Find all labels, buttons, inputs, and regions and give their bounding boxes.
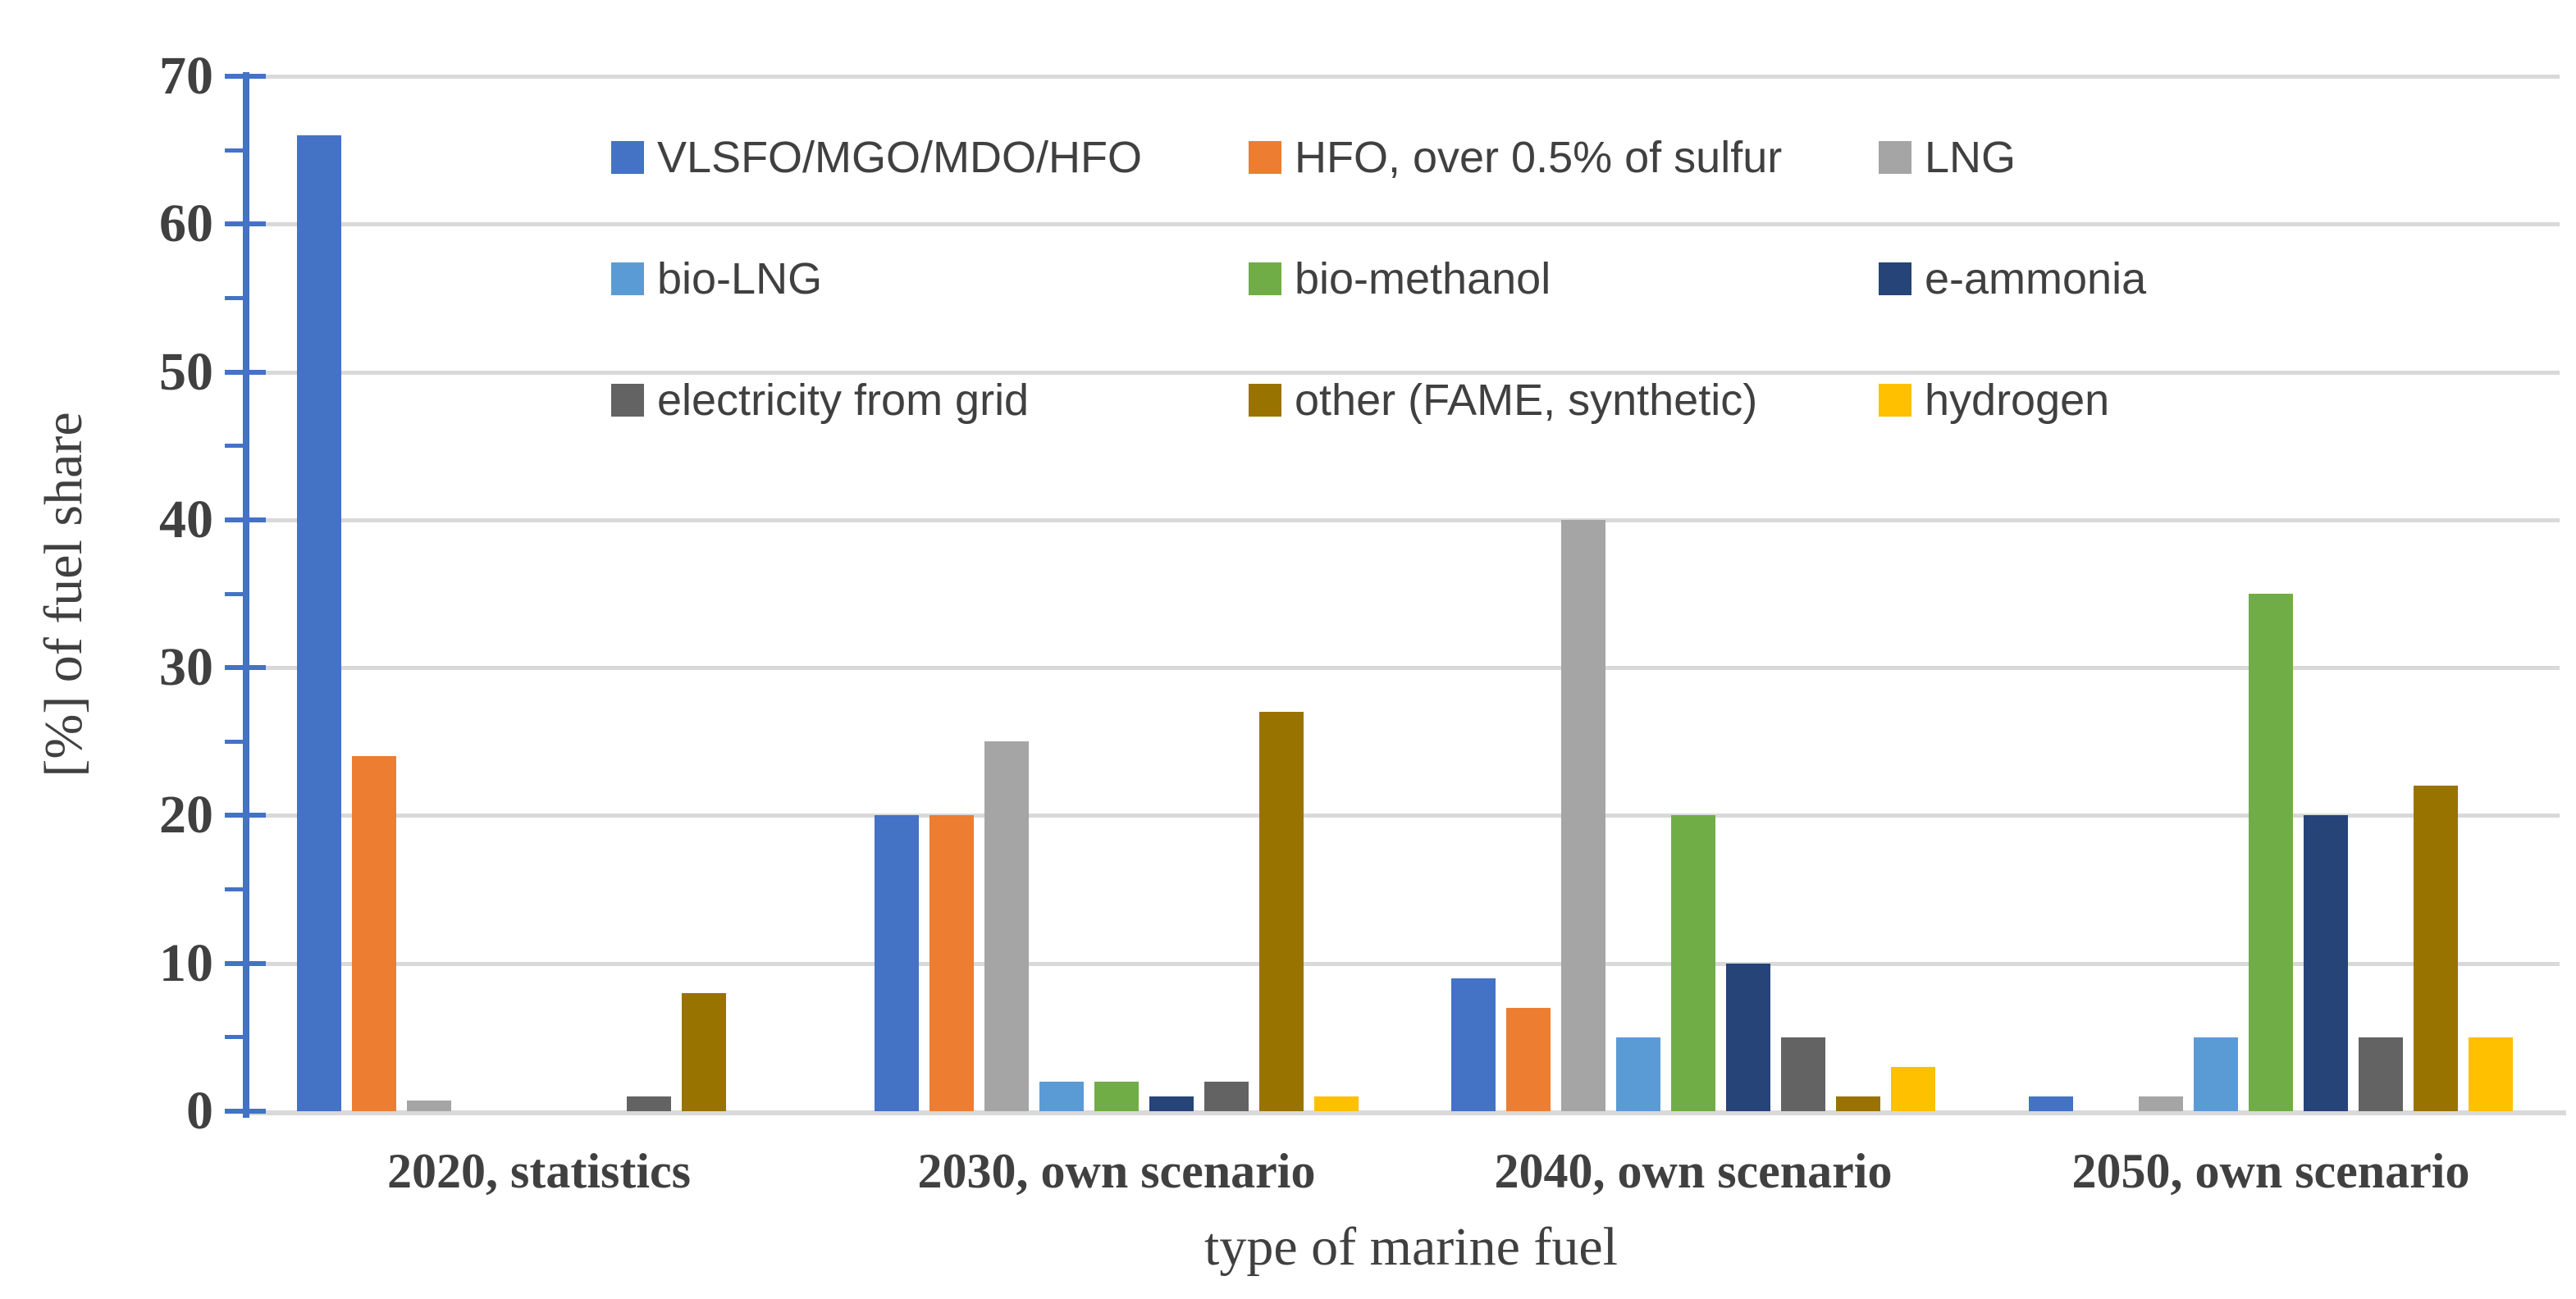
bar-bio-lng-2	[1039, 1082, 1084, 1111]
legend-swatch-icon	[611, 262, 644, 295]
y-major-tick-10	[225, 960, 266, 966]
y-tick-label-60: 60	[159, 194, 213, 254]
legend-label: bio-methanol	[1295, 254, 1551, 303]
bar-bio-lng-4	[2194, 1037, 2238, 1111]
legend-swatch-icon	[1249, 384, 1281, 417]
y-tick-label-0: 0	[186, 1081, 213, 1141]
legend-label: other (FAME, synthetic)	[1295, 376, 1758, 425]
legend-item-electricity-from-grid: electricity from grid	[611, 377, 1029, 423]
bar-vlsfo-mgo-mdo-hfo-4	[2029, 1096, 2073, 1111]
legend-label: electricity from grid	[657, 376, 1030, 425]
bar-hydrogen-3	[1891, 1067, 1935, 1111]
bar-hfo-over-0-5-of-sulfur-1	[352, 756, 396, 1111]
legend-item-hydrogen: hydrogen	[1879, 377, 2109, 423]
y-tick-label-40: 40	[159, 489, 213, 549]
y-minor-tick-15	[225, 887, 246, 892]
bar-vlsfo-mgo-mdo-hfo-3	[1451, 978, 1496, 1111]
legend-item-bio-methanol: bio-methanol	[1249, 256, 1551, 302]
legend-label: VLSFO/MGO/MDO/HFO	[657, 133, 1143, 182]
y-tick-label-50: 50	[159, 341, 213, 402]
bar-e-ammonia-3	[1726, 964, 1770, 1111]
bar-lng-2	[984, 741, 1029, 1111]
bar-other-fame-synthetic--4	[2414, 786, 2458, 1111]
x-category-label-2: 2030, own scenario	[917, 1144, 1316, 1198]
bar-lng-4	[2139, 1096, 2183, 1111]
legend-label: HFO, over 0.5% of sulfur	[1295, 133, 1783, 182]
y-tick-label-20: 20	[159, 785, 213, 845]
bar-other-fame-synthetic--2	[1259, 712, 1304, 1111]
legend-label: e-ammonia	[1925, 254, 2147, 303]
legend-item-vlsfo-mgo-mdo-hfo: VLSFO/MGO/MDO/HFO	[611, 134, 1142, 180]
x-category-label-4: 2050, own scenario	[2071, 1144, 2470, 1198]
gridline-60	[250, 222, 2560, 227]
bar-hfo-over-0-5-of-sulfur-3	[1506, 1008, 1551, 1111]
bar-other-fame-synthetic--1	[682, 993, 726, 1111]
bar-other-fame-synthetic--3	[1836, 1096, 1880, 1111]
legend-label: LNG	[1925, 133, 2016, 182]
legend-swatch-icon	[1249, 141, 1281, 174]
bar-e-ammonia-2	[1149, 1096, 1194, 1111]
x-axis-line	[244, 1110, 2566, 1115]
bar-lng-3	[1561, 520, 1605, 1111]
bar-e-ammonia-4	[2304, 815, 2348, 1111]
bar-electricity-from-grid-4	[2359, 1037, 2403, 1111]
bar-hydrogen-4	[2469, 1037, 2513, 1111]
gridline-20	[250, 814, 2560, 818]
y-major-tick-0	[225, 1109, 266, 1114]
bar-electricity-from-grid-2	[1204, 1082, 1249, 1111]
x-category-label-1: 2020, statistics	[387, 1144, 691, 1198]
y-tick-label-70: 70	[159, 46, 213, 106]
y-major-tick-70	[225, 74, 266, 79]
legend-item-other-fame-synthetic-: other (FAME, synthetic)	[1249, 377, 1757, 423]
x-category-label-3: 2040, own scenario	[1494, 1144, 1893, 1198]
legend-swatch-icon	[1879, 262, 1911, 295]
gridline-50	[250, 370, 2560, 375]
bar-electricity-from-grid-3	[1781, 1037, 1825, 1111]
legend-label: hydrogen	[1925, 376, 2110, 425]
gridline-40	[250, 517, 2560, 522]
legend-swatch-icon	[1249, 262, 1281, 295]
y-minor-tick-25	[225, 739, 246, 744]
legend-item-hfo-over-0-5-of-sulfur: HFO, over 0.5% of sulfur	[1249, 134, 1782, 180]
bar-bio-methanol-3	[1671, 815, 1715, 1111]
y-major-tick-60	[225, 221, 266, 227]
gridline-10	[250, 961, 2560, 966]
legend-swatch-icon	[611, 384, 644, 417]
bar-hydrogen-2	[1314, 1096, 1359, 1111]
gridline-30	[250, 666, 2560, 671]
y-major-tick-30	[225, 665, 266, 671]
y-minor-tick-5	[225, 1035, 246, 1040]
y-minor-tick-55	[225, 295, 246, 300]
bar-vlsfo-mgo-mdo-hfo-2	[875, 815, 919, 1111]
y-major-tick-20	[225, 813, 266, 818]
y-tick-label-10: 10	[159, 932, 213, 993]
y-axis-title: [%] of fuel share	[34, 412, 94, 777]
y-axis-line	[243, 72, 249, 1118]
legend-swatch-icon	[1879, 384, 1911, 417]
y-minor-tick-65	[225, 148, 246, 153]
bar-hfo-over-0-5-of-sulfur-2	[929, 815, 974, 1111]
bar-bio-lng-3	[1616, 1037, 1660, 1111]
bar-bio-methanol-4	[2249, 594, 2293, 1111]
legend-swatch-icon	[611, 141, 644, 174]
bar-lng-1	[407, 1101, 451, 1111]
legend-label: bio-LNG	[657, 254, 823, 303]
bar-electricity-from-grid-1	[627, 1096, 671, 1111]
bar-bio-methanol-2	[1094, 1082, 1139, 1111]
y-major-tick-50	[225, 369, 266, 375]
x-axis-title: type of marine fuel	[1204, 1217, 1618, 1277]
gridline-70	[250, 75, 2560, 79]
legend-swatch-icon	[1879, 141, 1911, 174]
y-minor-tick-35	[225, 591, 246, 596]
legend-item-bio-lng: bio-LNG	[611, 256, 822, 302]
legend-item-lng: LNG	[1879, 134, 2016, 180]
legend-item-e-ammonia: e-ammonia	[1879, 256, 2146, 302]
y-tick-label-30: 30	[159, 637, 213, 698]
y-major-tick-40	[225, 517, 266, 522]
y-minor-tick-45	[225, 444, 246, 449]
bar-vlsfo-mgo-mdo-hfo-1	[297, 135, 341, 1111]
